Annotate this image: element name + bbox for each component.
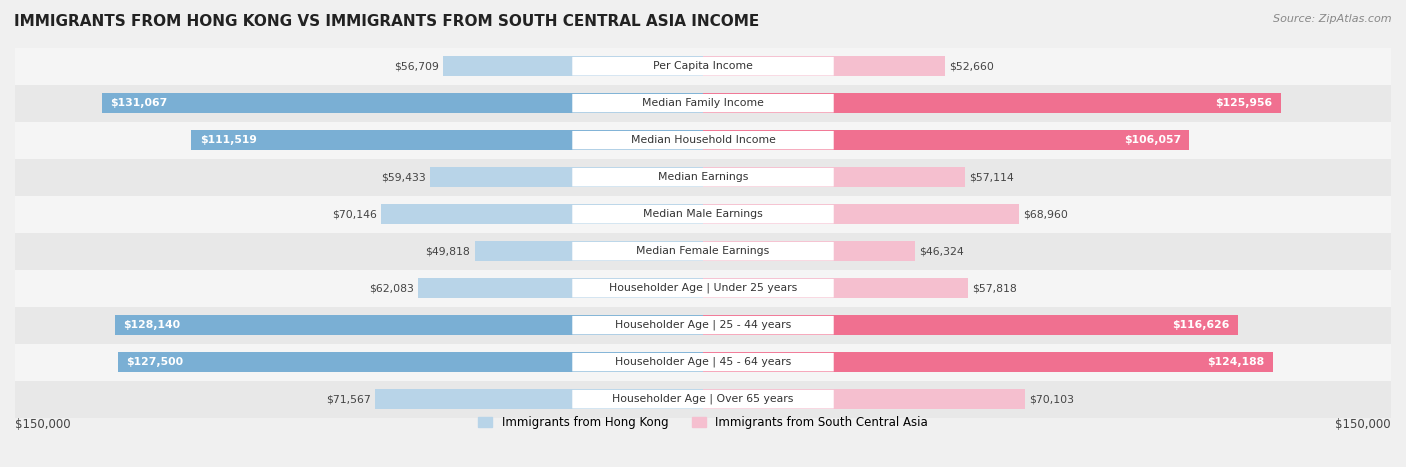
FancyBboxPatch shape bbox=[572, 205, 834, 223]
FancyBboxPatch shape bbox=[15, 48, 1391, 85]
FancyBboxPatch shape bbox=[572, 242, 834, 261]
FancyBboxPatch shape bbox=[115, 315, 703, 335]
FancyBboxPatch shape bbox=[572, 131, 834, 149]
FancyBboxPatch shape bbox=[15, 307, 1391, 344]
Text: Householder Age | 25 - 44 years: Householder Age | 25 - 44 years bbox=[614, 320, 792, 331]
FancyBboxPatch shape bbox=[572, 168, 834, 186]
FancyBboxPatch shape bbox=[572, 94, 834, 113]
Text: Median Male Earnings: Median Male Earnings bbox=[643, 209, 763, 219]
FancyBboxPatch shape bbox=[15, 381, 1391, 417]
FancyBboxPatch shape bbox=[703, 278, 969, 298]
FancyBboxPatch shape bbox=[15, 196, 1391, 233]
Text: $124,188: $124,188 bbox=[1208, 357, 1264, 367]
FancyBboxPatch shape bbox=[572, 316, 834, 334]
Text: Source: ZipAtlas.com: Source: ZipAtlas.com bbox=[1274, 14, 1392, 24]
FancyBboxPatch shape bbox=[474, 241, 703, 262]
Text: Householder Age | Under 25 years: Householder Age | Under 25 years bbox=[609, 283, 797, 293]
Text: $71,567: $71,567 bbox=[326, 394, 371, 404]
Legend: Immigrants from Hong Kong, Immigrants from South Central Asia: Immigrants from Hong Kong, Immigrants fr… bbox=[474, 411, 932, 434]
FancyBboxPatch shape bbox=[15, 159, 1391, 196]
Text: $150,000: $150,000 bbox=[15, 418, 70, 432]
Text: Median Family Income: Median Family Income bbox=[643, 98, 763, 108]
Text: $59,433: $59,433 bbox=[381, 172, 426, 182]
Text: $46,324: $46,324 bbox=[920, 246, 965, 256]
Text: Householder Age | 45 - 64 years: Householder Age | 45 - 64 years bbox=[614, 357, 792, 368]
FancyBboxPatch shape bbox=[443, 56, 703, 77]
Text: $62,083: $62,083 bbox=[370, 283, 415, 293]
FancyBboxPatch shape bbox=[15, 85, 1391, 122]
FancyBboxPatch shape bbox=[572, 353, 834, 371]
Text: $106,057: $106,057 bbox=[1123, 135, 1181, 145]
FancyBboxPatch shape bbox=[430, 167, 703, 187]
Text: $57,114: $57,114 bbox=[969, 172, 1014, 182]
FancyBboxPatch shape bbox=[375, 389, 703, 409]
Text: $57,818: $57,818 bbox=[973, 283, 1017, 293]
FancyBboxPatch shape bbox=[703, 93, 1281, 113]
FancyBboxPatch shape bbox=[703, 204, 1019, 224]
Text: Median Female Earnings: Median Female Earnings bbox=[637, 246, 769, 256]
FancyBboxPatch shape bbox=[15, 269, 1391, 307]
Text: $52,660: $52,660 bbox=[949, 61, 994, 71]
Text: $56,709: $56,709 bbox=[394, 61, 439, 71]
Text: Median Household Income: Median Household Income bbox=[630, 135, 776, 145]
Text: $116,626: $116,626 bbox=[1173, 320, 1230, 330]
Text: $131,067: $131,067 bbox=[110, 98, 167, 108]
FancyBboxPatch shape bbox=[703, 241, 915, 262]
Text: Median Earnings: Median Earnings bbox=[658, 172, 748, 182]
FancyBboxPatch shape bbox=[572, 390, 834, 409]
FancyBboxPatch shape bbox=[191, 130, 703, 150]
FancyBboxPatch shape bbox=[703, 56, 945, 77]
FancyBboxPatch shape bbox=[381, 204, 703, 224]
Text: $70,103: $70,103 bbox=[1029, 394, 1074, 404]
FancyBboxPatch shape bbox=[101, 93, 703, 113]
Text: $70,146: $70,146 bbox=[332, 209, 377, 219]
FancyBboxPatch shape bbox=[15, 122, 1391, 159]
FancyBboxPatch shape bbox=[572, 279, 834, 297]
Text: $111,519: $111,519 bbox=[200, 135, 257, 145]
FancyBboxPatch shape bbox=[703, 352, 1272, 372]
FancyBboxPatch shape bbox=[118, 352, 703, 372]
FancyBboxPatch shape bbox=[572, 57, 834, 76]
FancyBboxPatch shape bbox=[15, 344, 1391, 381]
Text: $150,000: $150,000 bbox=[1336, 418, 1391, 432]
Text: $125,956: $125,956 bbox=[1215, 98, 1272, 108]
FancyBboxPatch shape bbox=[15, 233, 1391, 269]
Text: $68,960: $68,960 bbox=[1024, 209, 1069, 219]
Text: $127,500: $127,500 bbox=[127, 357, 184, 367]
FancyBboxPatch shape bbox=[418, 278, 703, 298]
Text: $128,140: $128,140 bbox=[124, 320, 180, 330]
FancyBboxPatch shape bbox=[703, 130, 1189, 150]
FancyBboxPatch shape bbox=[703, 315, 1237, 335]
Text: Householder Age | Over 65 years: Householder Age | Over 65 years bbox=[612, 394, 794, 404]
Text: IMMIGRANTS FROM HONG KONG VS IMMIGRANTS FROM SOUTH CENTRAL ASIA INCOME: IMMIGRANTS FROM HONG KONG VS IMMIGRANTS … bbox=[14, 14, 759, 29]
FancyBboxPatch shape bbox=[703, 167, 965, 187]
Text: Per Capita Income: Per Capita Income bbox=[652, 61, 754, 71]
FancyBboxPatch shape bbox=[703, 389, 1025, 409]
Text: $49,818: $49,818 bbox=[426, 246, 471, 256]
